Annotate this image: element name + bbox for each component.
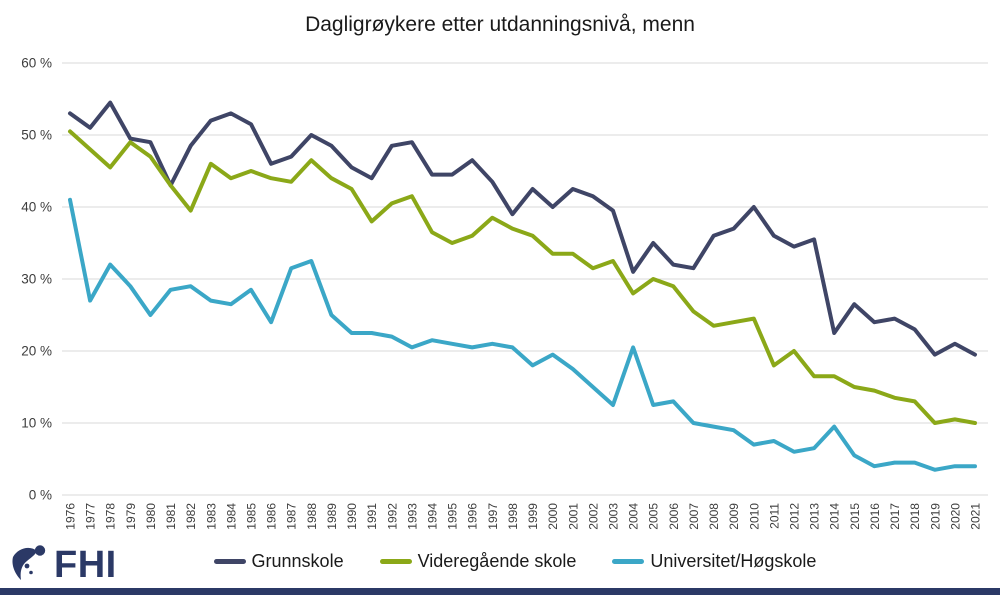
x-tick-label: 2013: [808, 503, 822, 530]
series-line-grunnskole: [68, 100, 977, 357]
chart-plot: 0 % 10 % 20 % 30 % 40 % 50 % 60 % 1976 1977 1978 1…: [21, 56, 988, 530]
x-tick-label: 1986: [265, 503, 279, 530]
x-tick-label: 2016: [868, 503, 882, 530]
series-line-universitet-h-gskole: [68, 197, 977, 472]
x-tick-label: 1995: [446, 503, 460, 530]
legend-label-grunnskole: Grunnskole: [251, 551, 344, 571]
x-tick-label: 2008: [707, 503, 721, 530]
legend-item-universitet: Universitet/Høgskole: [612, 551, 816, 572]
fhi-logo-mark: [12, 545, 46, 580]
footer-bar: [0, 588, 1000, 595]
x-tick-label: 2007: [687, 503, 701, 530]
legend-swatch-videregaende: [379, 559, 412, 564]
x-tick-label: 2004: [627, 503, 641, 530]
x-tick-label: 1998: [506, 503, 520, 530]
x-tick-label: 1988: [305, 503, 319, 530]
x-tick-label: 2021: [969, 503, 983, 530]
legend: Grunnskole Videregående skole Universite…: [30, 551, 1000, 572]
legend-item-videregaende: Videregående skole: [379, 551, 577, 572]
legend-swatch-grunnskole: [213, 559, 246, 564]
x-tick-label: 1989: [325, 503, 339, 530]
x-tick-label: 2003: [607, 503, 621, 530]
x-tick-label: 2020: [948, 503, 962, 530]
legend-label-videregaende: Videregående skole: [417, 551, 577, 571]
x-tick-label: 1997: [486, 503, 500, 530]
x-tick-label: 2001: [566, 503, 580, 530]
x-tick-label: 1978: [104, 503, 118, 530]
x-tick-label: 2006: [667, 503, 681, 530]
y-tick-label: 60 %: [21, 56, 52, 71]
series-line-videreg-ende-skole: [68, 129, 977, 425]
x-tick-label: 1980: [144, 503, 158, 530]
x-tick-label: 1994: [426, 503, 440, 530]
legend-item-grunnskole: Grunnskole: [213, 551, 344, 572]
x-tick-label: 1991: [365, 503, 379, 530]
x-tick-label: 1990: [345, 503, 359, 530]
x-tick-label: 1983: [204, 503, 218, 530]
x-tick-label: 2009: [727, 503, 741, 530]
y-tick-label: 0 %: [29, 488, 52, 503]
y-tick-label: 20 %: [21, 344, 52, 359]
y-tick-label: 10 %: [21, 416, 52, 431]
legend-swatch-universitet: [612, 559, 645, 564]
x-tick-label: 1993: [405, 503, 419, 530]
y-tick-label: 30 %: [21, 272, 52, 287]
x-tick-label: 1984: [224, 503, 238, 530]
fhi-logo-text: FHI: [54, 544, 117, 586]
fhi-logo: FHI: [10, 544, 117, 586]
x-tick-label: 2010: [747, 503, 761, 530]
legend-label-universitet: Universitet/Høgskole: [650, 551, 817, 571]
x-tick-label: 1985: [245, 503, 259, 530]
x-tick-label: 2000: [546, 503, 560, 530]
x-tick-label: 2017: [888, 503, 902, 530]
x-tick-label: 2019: [928, 503, 942, 530]
x-tick-label: 1981: [164, 503, 178, 530]
x-tick-label: 2015: [848, 503, 862, 530]
x-tick-label: 1999: [526, 503, 540, 530]
x-tick-label: 2012: [788, 503, 802, 530]
x-tick-label: 2002: [586, 503, 600, 530]
y-tick-label: 50 %: [21, 128, 52, 143]
x-tick-label: 1992: [385, 503, 399, 530]
x-tick-label: 2018: [908, 503, 922, 530]
chart-title: Dagligrøykere etter utdanningsnivå, menn: [305, 13, 695, 36]
x-tick-label: 1996: [466, 503, 480, 530]
x-tick-label: 1987: [285, 503, 299, 530]
x-tick-label: 1977: [84, 503, 98, 530]
x-tick-label: 2014: [828, 503, 842, 530]
x-tick-label: 2005: [647, 503, 661, 530]
x-tick-label: 1982: [184, 503, 198, 530]
y-tick-label: 40 %: [21, 200, 52, 215]
x-tick-label: 2011: [767, 503, 781, 529]
x-tick-label: 1979: [124, 503, 138, 530]
x-tick-label: 1976: [64, 503, 78, 530]
